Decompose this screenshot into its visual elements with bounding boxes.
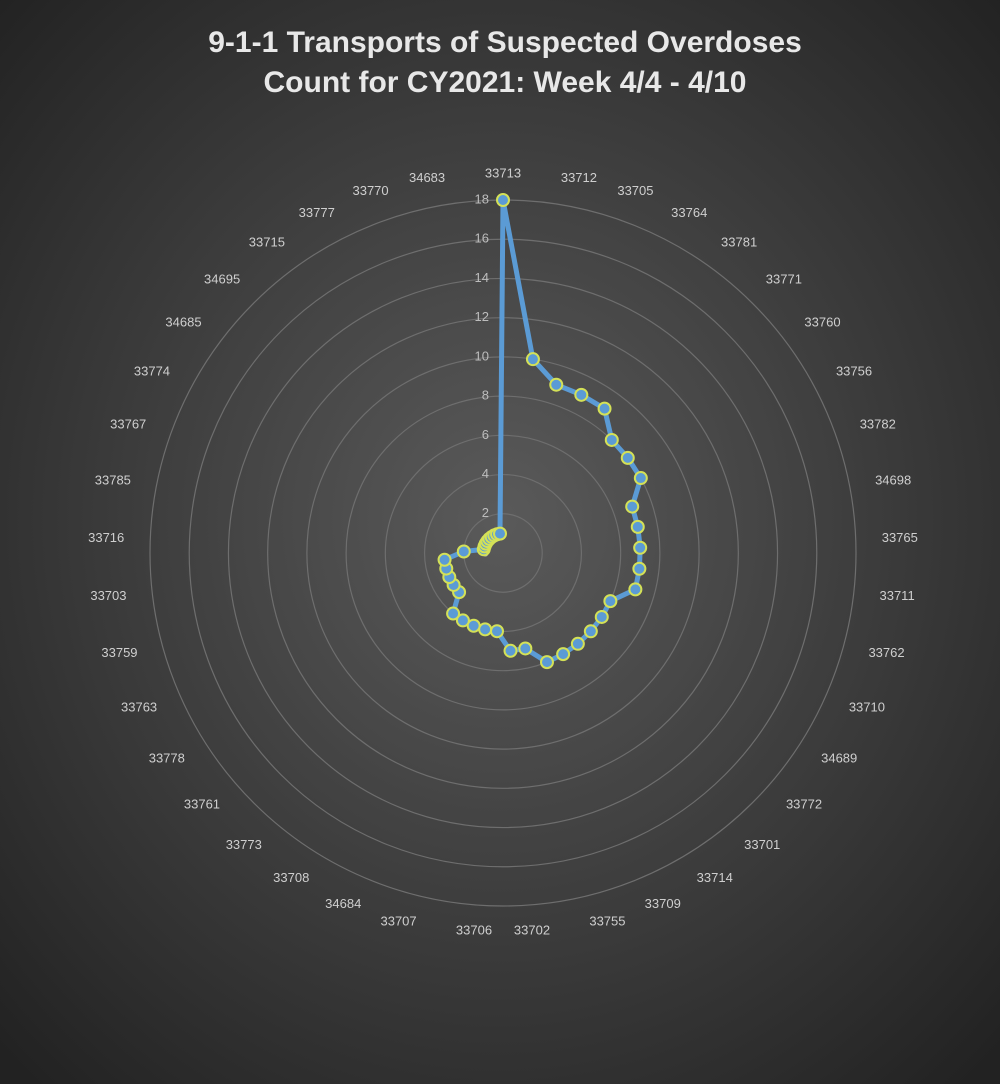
category-label: 33759 (101, 645, 137, 660)
category-label: 33707 (380, 913, 416, 928)
y-tick-label: 16 (475, 231, 489, 246)
chart-title: 9-1-1 Transports of Suspected Overdoses (208, 26, 802, 59)
y-tick-label: 6 (482, 427, 489, 442)
marker (525, 352, 540, 367)
marker (539, 655, 554, 670)
marker (455, 613, 470, 628)
marker (466, 618, 481, 633)
category-label: 34685 (165, 315, 201, 330)
category-label: 33756 (836, 363, 872, 378)
marker (570, 636, 585, 651)
category-label: 33760 (804, 315, 840, 330)
category-label: 33764 (671, 205, 707, 220)
marker (478, 622, 493, 637)
marker (603, 594, 618, 609)
category-label: 33772 (786, 797, 822, 812)
marker (437, 552, 452, 567)
category-label: 33710 (849, 699, 885, 714)
category-label: 33781 (721, 234, 757, 249)
category-label: 33755 (589, 913, 625, 928)
y-tick-label: 8 (482, 388, 489, 403)
marker (574, 387, 589, 402)
category-label: 34698 (875, 472, 911, 487)
marker (630, 519, 645, 534)
chart-title: Count for CY2021: Week 4/4 - 4/10 (264, 66, 747, 99)
category-label: 33778 (149, 750, 185, 765)
y-tick-label: 10 (475, 348, 489, 363)
marker (493, 526, 508, 541)
category-label: 33711 (879, 588, 914, 603)
marker (549, 377, 564, 392)
y-tick-label: 12 (475, 309, 489, 324)
y-tick-label: 4 (482, 466, 489, 481)
category-label: 33713 (485, 165, 521, 180)
marker (633, 471, 648, 486)
marker (628, 582, 643, 597)
marker (583, 624, 598, 639)
category-label: 33773 (226, 837, 262, 852)
marker (496, 193, 510, 207)
y-tick-label: 2 (482, 505, 489, 520)
marker (620, 450, 635, 465)
category-label: 33712 (561, 170, 597, 185)
category-label: 33702 (514, 922, 550, 937)
category-label: 33716 (88, 530, 124, 545)
category-label: 33771 (766, 271, 802, 286)
marker (625, 499, 640, 514)
marker (594, 609, 609, 624)
category-label: 33762 (868, 645, 904, 660)
marker (633, 540, 648, 555)
category-label: 33770 (352, 183, 388, 198)
marker (556, 647, 571, 662)
category-label: 33765 (882, 530, 918, 545)
category-label: 33703 (90, 588, 126, 603)
y-tick-label: 14 (475, 270, 489, 285)
marker (518, 641, 533, 656)
marker (456, 544, 471, 559)
category-label: 33705 (617, 183, 653, 198)
category-label: 34683 (409, 170, 445, 185)
marker (446, 606, 461, 621)
marker (632, 561, 647, 576)
category-label: 33701 (744, 837, 780, 852)
marker (604, 432, 619, 447)
category-label: 33777 (299, 205, 335, 220)
category-label: 34684 (325, 896, 361, 911)
marker (489, 624, 504, 639)
category-label: 33715 (249, 234, 285, 249)
category-label: 33761 (184, 797, 220, 812)
category-label: 33782 (860, 416, 896, 431)
category-label: 33709 (645, 896, 681, 911)
category-label: 33714 (697, 870, 733, 885)
category-label: 33767 (110, 416, 146, 431)
category-label: 33763 (121, 699, 157, 714)
category-label: 33706 (456, 922, 492, 937)
marker (597, 401, 612, 416)
marker (503, 643, 518, 658)
category-label: 34695 (204, 271, 240, 286)
category-label: 33708 (273, 870, 309, 885)
category-label: 34689 (821, 750, 857, 765)
category-label: 33774 (134, 363, 170, 378)
category-label: 33785 (95, 472, 131, 487)
y-tick-label: 18 (475, 191, 489, 206)
